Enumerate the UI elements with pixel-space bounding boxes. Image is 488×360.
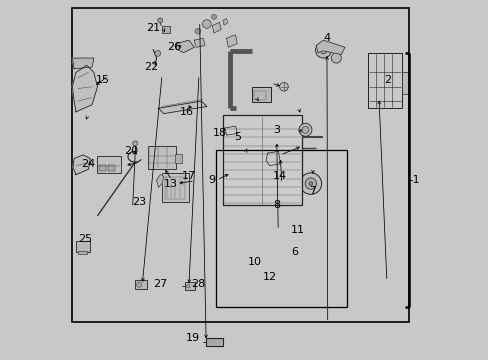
Bar (108, 165, 115, 171)
Circle shape (301, 126, 308, 134)
Circle shape (186, 284, 190, 288)
Polygon shape (224, 126, 237, 135)
Polygon shape (72, 58, 94, 69)
Text: 20: 20 (124, 146, 138, 156)
Text: 26: 26 (167, 42, 181, 52)
Bar (223, 116, 301, 205)
Circle shape (202, 20, 211, 28)
Polygon shape (194, 39, 204, 47)
Text: 5: 5 (233, 132, 240, 142)
Polygon shape (212, 22, 221, 33)
Polygon shape (158, 101, 206, 114)
Bar (264, 121, 288, 144)
Text: 10: 10 (248, 257, 262, 267)
Text: 16: 16 (180, 107, 194, 117)
Text: 6: 6 (291, 247, 298, 257)
Text: 15: 15 (96, 75, 110, 85)
Text: 7: 7 (308, 186, 316, 196)
Bar (367, 53, 402, 108)
Text: 17: 17 (182, 171, 196, 181)
Circle shape (227, 120, 233, 126)
Bar (175, 154, 182, 163)
Polygon shape (226, 35, 237, 47)
Text: 28: 28 (190, 279, 204, 289)
Circle shape (155, 50, 160, 56)
Bar (72, 8, 408, 321)
Text: –1: –1 (407, 175, 420, 185)
Bar (185, 282, 195, 290)
Circle shape (279, 82, 287, 91)
Text: 25: 25 (78, 234, 92, 244)
Circle shape (136, 282, 142, 287)
Polygon shape (72, 65, 97, 112)
Text: 3: 3 (273, 125, 280, 135)
Circle shape (298, 123, 311, 136)
Bar (206, 338, 223, 346)
Text: 18: 18 (212, 129, 226, 138)
Text: 27: 27 (153, 279, 167, 289)
Circle shape (305, 178, 316, 189)
Text: 8: 8 (273, 200, 280, 210)
Bar (135, 280, 146, 289)
Circle shape (315, 42, 330, 58)
Text: 13: 13 (163, 179, 178, 189)
Bar (215, 149, 346, 307)
Bar (164, 177, 184, 199)
Text: 22: 22 (144, 62, 158, 72)
Text: 4: 4 (323, 33, 330, 43)
Polygon shape (176, 40, 194, 53)
Circle shape (330, 53, 341, 63)
Bar (253, 91, 266, 100)
Text: 12: 12 (262, 272, 276, 282)
Text: 14: 14 (273, 171, 287, 181)
Polygon shape (316, 40, 344, 54)
Text: 19: 19 (185, 333, 199, 343)
Text: 24: 24 (81, 159, 96, 169)
Bar (78, 251, 86, 254)
Bar (99, 165, 106, 171)
Polygon shape (265, 151, 280, 166)
Text: 23: 23 (131, 197, 145, 207)
Bar (97, 156, 121, 173)
Text: 21: 21 (146, 23, 160, 33)
Bar (162, 173, 188, 202)
Text: 9: 9 (208, 175, 215, 185)
Text: 11: 11 (291, 225, 305, 235)
Circle shape (211, 14, 216, 19)
Circle shape (158, 18, 163, 23)
Circle shape (132, 141, 137, 146)
Bar (401, 72, 407, 94)
Circle shape (308, 182, 312, 185)
Bar (76, 241, 89, 252)
Polygon shape (156, 175, 163, 187)
Circle shape (195, 28, 201, 34)
Bar (162, 26, 169, 33)
Polygon shape (73, 155, 90, 175)
Text: 2: 2 (384, 75, 391, 85)
Bar (147, 146, 176, 169)
Bar (251, 87, 271, 102)
Circle shape (300, 173, 321, 194)
Polygon shape (223, 19, 227, 25)
